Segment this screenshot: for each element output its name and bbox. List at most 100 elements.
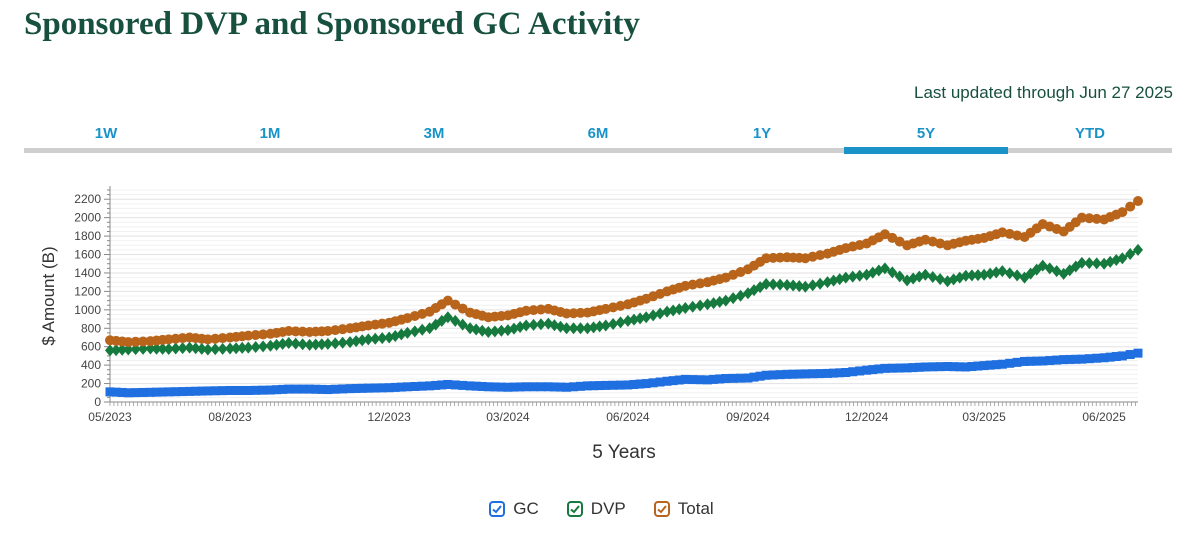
data-point [105, 387, 115, 397]
y-tick-label: 600 [81, 340, 101, 354]
data-point [1052, 355, 1062, 365]
legend-label: Total [677, 499, 714, 518]
data-point [855, 366, 865, 376]
data-point [629, 313, 640, 326]
data-point [1117, 252, 1128, 265]
data-point [431, 380, 441, 390]
x-tick-label: 08/2023 [208, 410, 252, 424]
data-point [250, 341, 261, 354]
legend-item-total[interactable]: Total [653, 499, 714, 519]
data-point [465, 381, 475, 391]
data-point [357, 383, 367, 393]
data-point [702, 298, 713, 311]
data-point [1133, 348, 1143, 358]
data-point [562, 382, 572, 392]
data-point [191, 386, 201, 396]
data-point [283, 337, 294, 350]
tab-1y[interactable]: 1Y [680, 119, 844, 153]
tab-1w[interactable]: 1W [24, 119, 188, 153]
data-point [483, 325, 494, 338]
data-point [743, 373, 753, 383]
tab-ytd[interactable]: YTD [1008, 119, 1172, 153]
data-point [949, 362, 959, 372]
series-total [105, 196, 1143, 348]
tab-label: YTD [1075, 125, 1105, 142]
data-point [138, 336, 149, 347]
data-point [749, 372, 759, 382]
data-point [569, 382, 579, 392]
data-point [337, 336, 348, 349]
data-point [535, 318, 546, 331]
data-point [1004, 267, 1015, 280]
data-point [305, 384, 315, 394]
data-point [1125, 248, 1136, 261]
data-point [997, 265, 1008, 278]
data-point [549, 319, 560, 332]
data-point [437, 380, 447, 390]
legend-item-gc[interactable]: GC [489, 499, 539, 519]
data-point [489, 325, 500, 338]
data-point [330, 337, 341, 350]
data-point [1065, 354, 1075, 364]
data-point [961, 362, 971, 372]
data-point [345, 336, 356, 349]
data-point [210, 386, 220, 396]
data-point [225, 342, 236, 355]
data-point [131, 388, 141, 398]
data-point [894, 236, 905, 247]
data-point [854, 269, 865, 282]
data-point [668, 376, 678, 386]
data-point [1038, 356, 1048, 366]
legend-item-dvp[interactable]: DVP [566, 499, 626, 519]
data-point [655, 377, 665, 387]
data-point [556, 382, 566, 392]
tab-5y[interactable]: 5Y [844, 119, 1008, 154]
data-point [887, 232, 898, 243]
data-point [330, 325, 341, 336]
data-point [528, 318, 539, 331]
data-point [243, 385, 253, 395]
data-point [157, 342, 168, 355]
y-tick-label: 2200 [74, 192, 101, 206]
data-point [425, 381, 435, 391]
data-point [622, 314, 633, 327]
data-point [177, 342, 188, 355]
data-point [1045, 356, 1055, 366]
data-point [243, 341, 254, 354]
data-point [991, 266, 1002, 279]
data-point [674, 375, 684, 385]
data-point [608, 317, 619, 330]
data-point [450, 314, 461, 327]
data-point [608, 380, 618, 390]
data-point [568, 322, 579, 335]
data-point [490, 382, 500, 392]
data-point [861, 268, 872, 281]
data-point [457, 303, 468, 314]
data-point [496, 382, 506, 392]
y-tick-label: 200 [81, 377, 101, 391]
data-point [377, 383, 387, 393]
tab-3m[interactable]: 3M [352, 119, 516, 153]
data-point [138, 387, 148, 397]
tab-1m[interactable]: 1M [188, 119, 352, 153]
data-point [138, 342, 149, 355]
data-point [130, 343, 141, 356]
x-tick-label: 06/2024 [606, 410, 650, 424]
data-point [163, 343, 174, 355]
data-point [351, 383, 361, 393]
data-point [390, 382, 400, 392]
data-point [272, 385, 282, 395]
data-point [979, 268, 990, 281]
data-point [237, 385, 247, 395]
data-point [370, 383, 380, 393]
tab-6m[interactable]: 6M [516, 119, 680, 153]
data-point [111, 344, 122, 357]
data-point [442, 295, 453, 306]
data-point [800, 369, 810, 379]
data-point [782, 278, 793, 291]
data-point [170, 342, 181, 355]
data-point [291, 384, 301, 394]
data-point [702, 375, 712, 385]
data-point [322, 337, 333, 350]
data-point [351, 335, 362, 348]
